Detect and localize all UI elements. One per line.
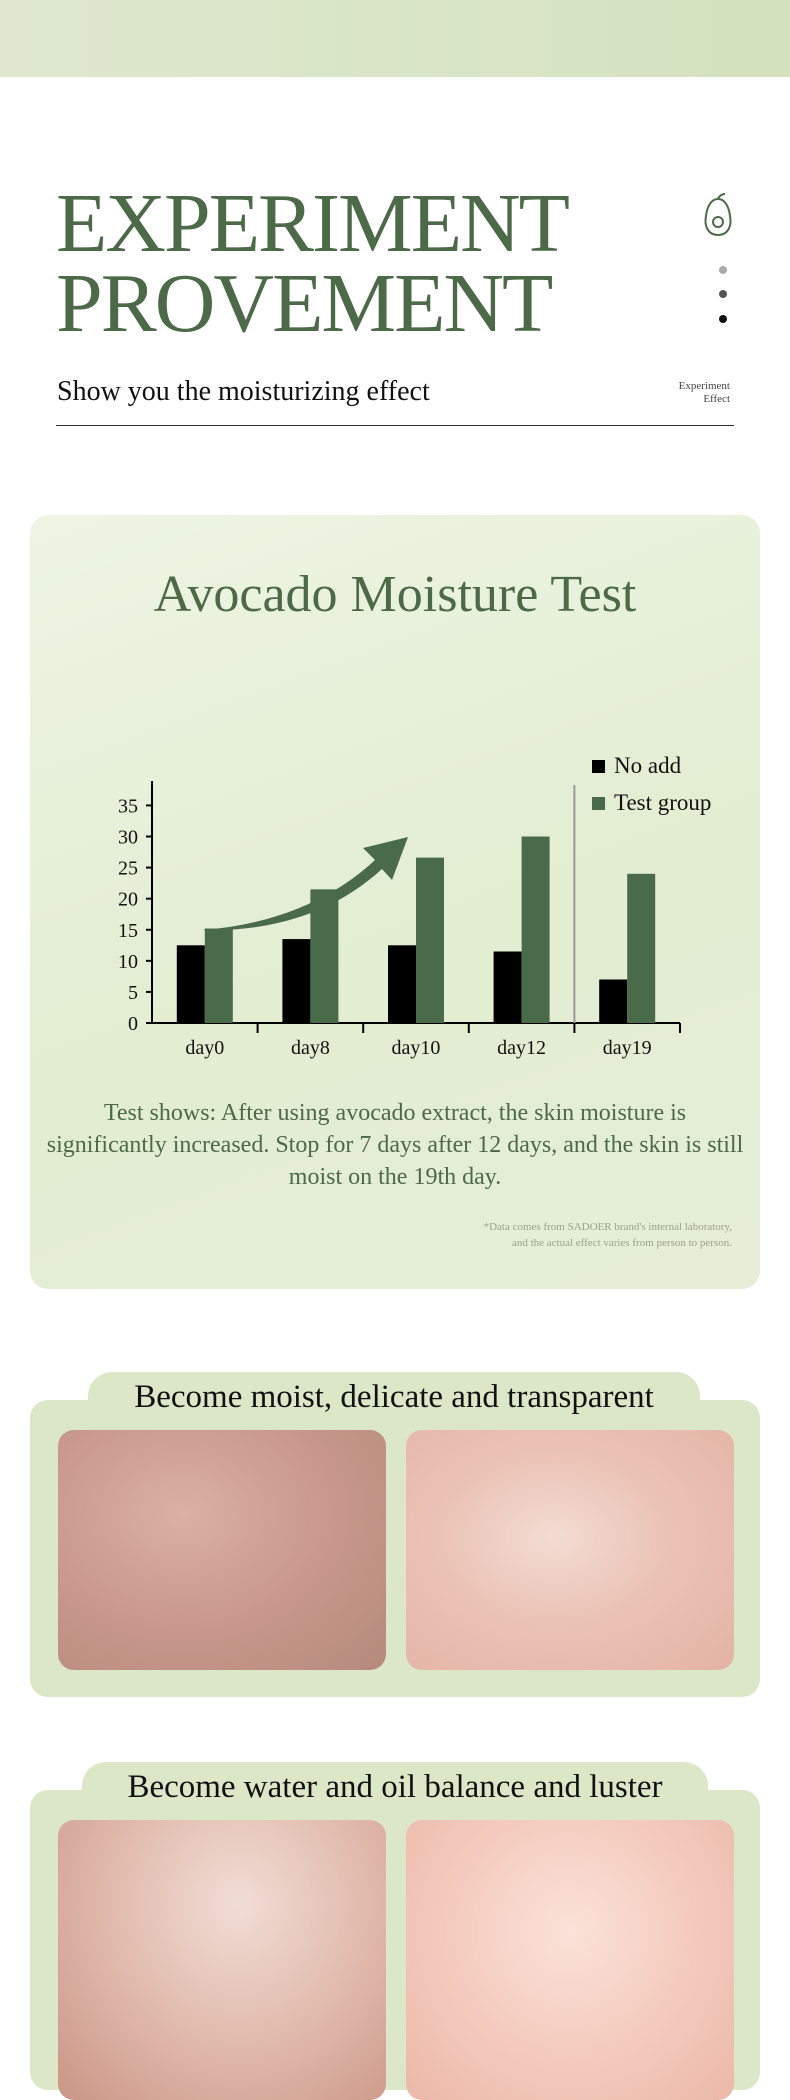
x-tick-label: day19	[603, 1037, 652, 1059]
panel-moist-title: Become moist, delicate and transparent	[88, 1372, 700, 1422]
page-title: EXPERIMENT PROVEMENT	[56, 177, 570, 350]
y-tick-label: 20	[118, 889, 138, 911]
y-tick-label: 35	[118, 795, 138, 817]
note-line2: and the actual effect varies from person…	[511, 1237, 732, 1249]
y-tick-label: 30	[118, 827, 138, 849]
data-source-note: *Data comes from SADOER brand's internal…	[484, 1219, 732, 1251]
skin-photo-after	[406, 1430, 734, 1670]
y-tick-label: 10	[118, 951, 138, 973]
panel-balance: Become water and oil balance and luster	[30, 1762, 760, 2100]
moisture-test-card: Avocado Moisture Test 0 5 10 15 20 25 30 35 day0…	[30, 515, 760, 1289]
tag-line1: Experiment	[678, 380, 730, 392]
skin-photo-before	[58, 1430, 386, 1670]
x-tick-label: day12	[497, 1037, 546, 1059]
legend-label-no-add: No add	[614, 753, 682, 778]
bar-no-add-day8	[282, 939, 311, 1023]
y-tick-label: 25	[118, 858, 138, 880]
bar-test-group-day8	[310, 889, 339, 1023]
x-tick-label: day10	[392, 1037, 441, 1059]
note-line1: *Data comes from SADOER brand's internal…	[483, 1221, 732, 1233]
skin-photo-balanced	[406, 1820, 734, 2100]
skin-photo-oily	[58, 1820, 386, 2100]
legend-swatch-test-group	[592, 797, 605, 810]
x-tick-label: day0	[185, 1037, 224, 1059]
bar-no-add-day12	[493, 951, 522, 1023]
legend-swatch-no-add	[592, 760, 605, 773]
top-band	[0, 0, 790, 77]
page-subtitle: Show you the moisturizing effect	[57, 376, 430, 407]
test-description: Test shows: After using avocado extract,…	[46, 1100, 744, 1190]
nav-dot-3[interactable]	[719, 315, 727, 323]
bar-no-add-day10	[388, 945, 416, 1023]
bar-no-add-day0	[176, 945, 205, 1023]
page-title-line1: EXPERIMENT	[56, 177, 570, 270]
tag-line2: Effect	[703, 393, 730, 405]
bar-test-group-day10	[416, 857, 444, 1023]
avocado-icon	[704, 193, 732, 237]
nav-dot-2[interactable]	[719, 290, 727, 298]
x-tick-label: day8	[291, 1037, 330, 1059]
experiment-effect-tag: Experiment Effect	[679, 380, 730, 406]
y-tick-label: 15	[118, 920, 138, 942]
header-divider	[56, 425, 734, 426]
page-title-line2: PROVEMENT	[56, 257, 553, 350]
y-tick-label: 5	[128, 982, 138, 1004]
panel-balance-title: Become water and oil balance and luster	[82, 1762, 708, 1812]
bar-no-add-day19	[599, 979, 628, 1023]
legend-label-test-group: Test group	[614, 790, 711, 815]
panel-moist: Become moist, delicate and transparent	[30, 1372, 760, 1697]
trend-arrow-icon	[202, 837, 408, 931]
bar-test-group-day0	[204, 928, 233, 1023]
bar-test-group-day19	[627, 873, 656, 1023]
bar-test-group-day12	[521, 836, 550, 1023]
nav-dot-1[interactable]	[719, 266, 727, 274]
y-tick-label: 0	[128, 1013, 138, 1035]
chart-title: Avocado Moisture Test	[153, 566, 637, 623]
moisture-bar-chart: 0 5 10 15 20 25 30 35 day0 day8 day10 day12 day19 No …	[118, 753, 711, 1059]
